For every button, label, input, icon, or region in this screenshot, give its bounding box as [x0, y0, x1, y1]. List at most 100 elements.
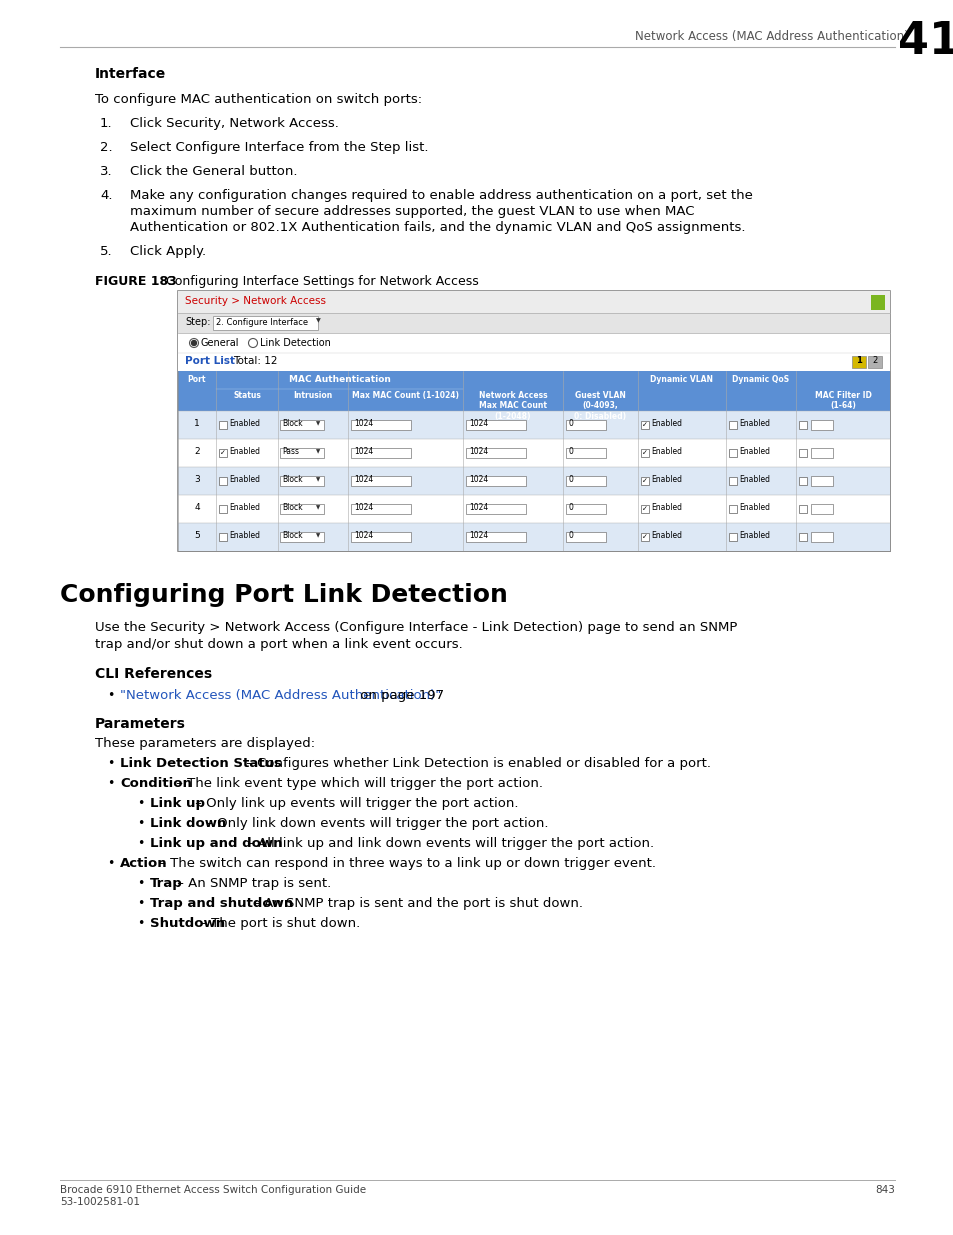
Text: on page 197: on page 197: [355, 689, 444, 701]
Text: Action: Action: [120, 857, 168, 869]
Text: •: •: [137, 818, 144, 830]
Text: •: •: [137, 918, 144, 930]
Bar: [178, 312, 889, 333]
Text: 0: 0: [568, 475, 574, 484]
Text: Select Configure Interface from the Step list.: Select Configure Interface from the Step…: [130, 141, 428, 154]
Bar: [465, 420, 525, 430]
Bar: [851, 356, 865, 368]
Text: Guest VLAN
(0-4093,
0: Disabled): Guest VLAN (0-4093, 0: Disabled): [574, 391, 626, 421]
Text: Step:: Step:: [185, 317, 211, 327]
Circle shape: [192, 341, 196, 346]
Text: 1024: 1024: [354, 504, 373, 513]
Text: 1: 1: [193, 420, 200, 429]
Text: Network Access (MAC Address Authentication): Network Access (MAC Address Authenticati…: [635, 30, 908, 43]
Text: maximum number of secure addresses supported, the guest VLAN to use when MAC: maximum number of secure addresses suppo…: [130, 205, 694, 219]
Text: MAC Filter ID
(1-64): MAC Filter ID (1-64): [814, 391, 870, 410]
Text: 1024: 1024: [469, 447, 488, 457]
Bar: [219, 450, 227, 457]
Text: 0: 0: [568, 504, 574, 513]
Bar: [351, 448, 411, 458]
Text: Block: Block: [282, 504, 302, 513]
Bar: [178, 495, 889, 522]
Bar: [640, 505, 648, 513]
Bar: [280, 420, 324, 430]
Text: 3: 3: [193, 475, 200, 484]
Bar: [810, 448, 832, 458]
Text: trap and/or shut down a port when a link event occurs.: trap and/or shut down a port when a link…: [95, 638, 462, 651]
Text: 1024: 1024: [469, 420, 488, 429]
Text: Block: Block: [282, 475, 302, 484]
Text: – Only link up events will trigger the port action.: – Only link up events will trigger the p…: [191, 797, 517, 810]
Bar: [351, 532, 411, 542]
Text: Block: Block: [282, 531, 302, 541]
Bar: [810, 475, 832, 487]
Bar: [799, 505, 806, 513]
Text: Block: Block: [282, 420, 302, 429]
Text: Enabled: Enabled: [739, 531, 769, 541]
Bar: [219, 534, 227, 541]
Bar: [178, 467, 889, 495]
Text: Authentication or 802.1X Authentication fails, and the dynamic VLAN and QoS assi: Authentication or 802.1X Authentication …: [130, 221, 744, 233]
Text: 2. Configure Interface: 2. Configure Interface: [215, 317, 308, 327]
Bar: [565, 420, 605, 430]
Bar: [178, 522, 889, 551]
Text: Intrusion: Intrusion: [294, 391, 333, 400]
Text: Enabled: Enabled: [229, 504, 260, 513]
Text: ✓: ✓: [641, 505, 647, 511]
Text: 0: 0: [568, 447, 574, 457]
Bar: [280, 532, 324, 542]
Text: Make any configuration changes required to enable address authentication on a po: Make any configuration changes required …: [130, 189, 752, 203]
Text: – The port is shut down.: – The port is shut down.: [196, 918, 360, 930]
Text: 2: 2: [871, 356, 877, 366]
Text: 843: 843: [874, 1186, 894, 1195]
Text: These parameters are displayed:: These parameters are displayed:: [95, 737, 314, 750]
Bar: [728, 477, 737, 485]
Text: Enabled: Enabled: [650, 531, 681, 541]
Text: Shutdown: Shutdown: [150, 918, 225, 930]
Text: Click the General button.: Click the General button.: [130, 165, 297, 178]
Text: To configure MAC authentication on switch ports:: To configure MAC authentication on switc…: [95, 93, 421, 106]
Bar: [178, 370, 889, 411]
Text: 4.: 4.: [100, 189, 112, 203]
Text: ▼: ▼: [315, 478, 320, 483]
Bar: [870, 295, 884, 310]
Text: 1: 1: [855, 356, 861, 366]
Text: Trap: Trap: [150, 877, 183, 890]
Text: – An SNMP trap is sent.: – An SNMP trap is sent.: [173, 877, 331, 890]
Bar: [351, 475, 411, 487]
Text: Enabled: Enabled: [739, 447, 769, 457]
Text: 41: 41: [897, 20, 953, 63]
Bar: [728, 505, 737, 513]
Bar: [465, 475, 525, 487]
Text: •: •: [137, 897, 144, 910]
Text: 0: 0: [568, 531, 574, 541]
Text: ▼: ▼: [315, 317, 320, 324]
Text: – The link event type which will trigger the port action.: – The link event type which will trigger…: [172, 777, 542, 790]
Text: General: General: [201, 338, 239, 348]
Text: Enabled: Enabled: [650, 447, 681, 457]
Text: Brocade 6910 Ethernet Access Switch Configuration Guide: Brocade 6910 Ethernet Access Switch Conf…: [60, 1186, 366, 1195]
Text: CLI References: CLI References: [95, 667, 212, 680]
Text: Enabled: Enabled: [650, 420, 681, 429]
Text: ▼: ▼: [315, 421, 320, 426]
Text: – Configures whether Link Detection is enabled or disabled for a port.: – Configures whether Link Detection is e…: [241, 757, 710, 769]
Text: ▼: ▼: [315, 505, 320, 510]
Text: Enabled: Enabled: [229, 447, 260, 457]
Bar: [219, 505, 227, 513]
Text: Dynamic VLAN: Dynamic VLAN: [650, 375, 713, 384]
Bar: [810, 504, 832, 514]
Bar: [640, 534, 648, 541]
Bar: [810, 420, 832, 430]
Bar: [178, 333, 889, 353]
Bar: [351, 504, 411, 514]
Text: Link Detection: Link Detection: [260, 338, 331, 348]
Text: 1024: 1024: [354, 531, 373, 541]
Text: •: •: [137, 837, 144, 850]
Text: – Only link down events will trigger the port action.: – Only link down events will trigger the…: [202, 818, 548, 830]
Text: "Network Access (MAC Address Authentication)": "Network Access (MAC Address Authenticat…: [120, 689, 441, 701]
Bar: [213, 316, 317, 330]
Text: Security > Network Access: Security > Network Access: [185, 296, 326, 306]
Text: ▼: ▼: [315, 534, 320, 538]
Text: – All link up and link down events will trigger the port action.: – All link up and link down events will …: [243, 837, 653, 850]
Text: 4: 4: [194, 504, 199, 513]
